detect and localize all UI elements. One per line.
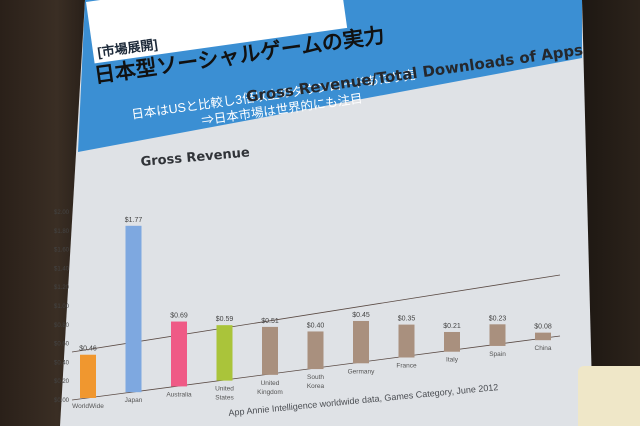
category-label: France <box>396 363 417 370</box>
category-label: United <box>261 380 280 387</box>
bar-value-label: $0.08 <box>534 324 552 331</box>
bar-value-label: $0.69 <box>170 313 188 320</box>
y-tick-label: $0.40 <box>54 360 70 366</box>
category-label: Australia <box>166 391 192 398</box>
y-tick-label: $1.20 <box>54 285 70 291</box>
category-label: Italy <box>446 357 459 364</box>
bar-value-label: $1.77 <box>125 217 143 224</box>
bar-worldwide <box>80 354 96 398</box>
category-label: WorldWide <box>72 403 104 410</box>
bar-australia <box>171 321 187 387</box>
bar-united-kingdom <box>262 326 278 375</box>
y-tick-label: $1.40 <box>54 266 70 272</box>
category-label: States <box>215 395 234 402</box>
category-label: Germany <box>348 368 375 375</box>
y-tick-label: $0.00 <box>54 398 70 404</box>
bar-spain <box>489 324 506 346</box>
y-tick-label: $0.20 <box>54 379 70 385</box>
bar-france <box>398 324 415 358</box>
reference-line-upper <box>71 274 561 353</box>
bar-japan <box>125 225 142 393</box>
category-label: Japan <box>125 397 143 404</box>
bar-value-label: $0.45 <box>352 312 370 319</box>
bar-south-korea <box>307 331 324 370</box>
y-tick-label: $1.60 <box>54 248 70 254</box>
category-label: Spain <box>489 351 506 358</box>
bar-value-label: $0.46 <box>79 346 97 353</box>
category-label: China <box>535 345 552 352</box>
bar-italy <box>444 331 460 352</box>
category-label: Kingdom <box>257 389 283 396</box>
bar-china <box>535 332 551 341</box>
bar-united-states <box>216 325 233 381</box>
category-label: South <box>307 374 324 381</box>
bar-value-label: $0.21 <box>443 323 461 330</box>
bar-value-label: $0.23 <box>489 315 507 322</box>
bar-value-label: $0.59 <box>216 316 234 323</box>
y-tick-label: $1.00 <box>54 304 70 310</box>
bar-value-label: $0.51 <box>261 318 279 325</box>
bar-value-label: $0.35 <box>398 316 416 323</box>
y-tick-label: $0.80 <box>54 323 70 329</box>
category-label: United <box>215 386 234 393</box>
stage-light <box>578 366 640 426</box>
category-label: Korea <box>307 383 325 390</box>
bar-germany <box>353 320 369 364</box>
y-tick-label: $2.00 <box>54 210 70 216</box>
y-tick-label: $1.80 <box>54 229 70 235</box>
bar-value-label: $0.40 <box>307 322 325 329</box>
y-tick-label: $0.60 <box>54 342 70 348</box>
